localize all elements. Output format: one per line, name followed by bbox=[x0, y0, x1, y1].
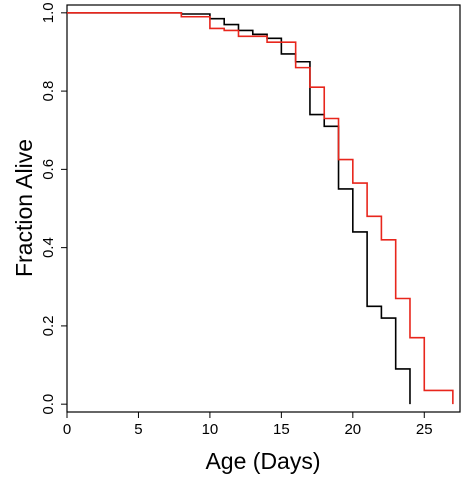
survival-curve-1 bbox=[67, 12, 411, 405]
y-tick-label: 0.6 bbox=[40, 159, 57, 180]
x-tick-label: 5 bbox=[134, 421, 142, 438]
x-axis: 0 5 10 15 20 25 bbox=[63, 412, 433, 438]
y-tick-label: 0.4 bbox=[40, 237, 57, 258]
y-axis-title: Fraction Alive bbox=[11, 139, 37, 277]
survival-curve-2 bbox=[67, 12, 454, 405]
y-tick-label: 1.0 bbox=[40, 2, 57, 23]
x-tick-label: 10 bbox=[202, 421, 219, 438]
x-axis-title: Age (Days) bbox=[205, 448, 320, 474]
x-tick-label: 25 bbox=[416, 421, 433, 438]
y-tick-label: 0.0 bbox=[40, 394, 57, 415]
y-tick-label: 0.8 bbox=[40, 81, 57, 102]
x-tick-label: 15 bbox=[273, 421, 290, 438]
series-layer bbox=[67, 12, 454, 405]
plot-frame bbox=[66, 4, 461, 413]
y-tick-label: 0.2 bbox=[40, 315, 57, 336]
y-axis: 0.0 0.2 0.4 0.6 0.8 1.0 bbox=[40, 2, 67, 415]
x-tick-label: 0 bbox=[63, 421, 71, 438]
x-tick-label: 20 bbox=[344, 421, 361, 438]
